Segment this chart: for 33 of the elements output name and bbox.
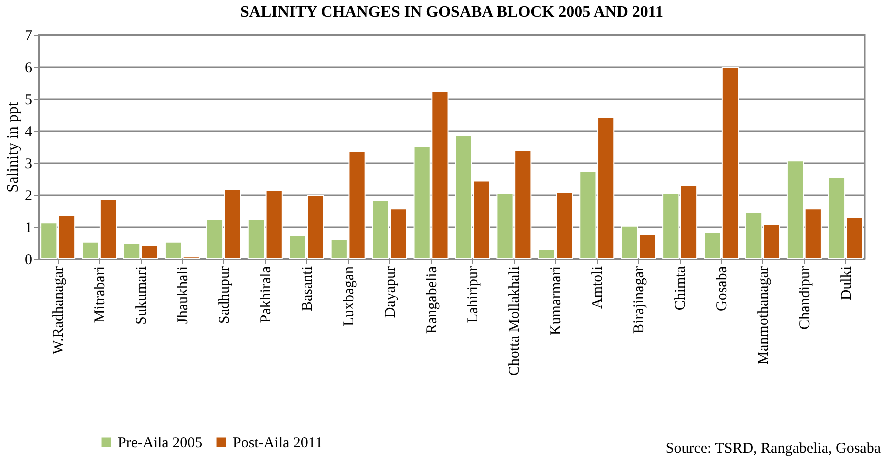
- y-tick-label: 7: [25, 28, 33, 44]
- x-tick-label: Chandipur: [797, 266, 814, 330]
- x-tick-label: Sukumari: [134, 266, 150, 325]
- x-tick-label: Dayapur: [382, 266, 399, 318]
- x-tick-label: Kumarmari: [548, 266, 565, 336]
- x-tick-label: Dulki: [838, 266, 855, 301]
- x-tick-label: Mitrabari: [92, 266, 109, 324]
- legend-label: Pre-Aila 2005: [118, 436, 203, 452]
- x-tick-label: Rangabelia: [424, 266, 440, 334]
- x-tick-label: Lahiripur: [466, 266, 482, 324]
- legend-label: Post-Aila 2011: [233, 436, 323, 452]
- x-tick-label: Sadhupur: [216, 266, 233, 324]
- x-tick-label: Chotta Mollakhali: [507, 266, 524, 376]
- x-tick-label: Amtoli: [590, 266, 606, 310]
- y-tick-label: 5: [25, 92, 32, 108]
- y-tick-label: 3: [25, 156, 32, 172]
- source-note: Source: TSRD, Rangabelia, Gosaba: [666, 441, 881, 458]
- x-tick-label: Jhaukhali: [175, 266, 192, 324]
- x-tick-label: W.Radhanagar: [51, 266, 68, 355]
- y-tick-label: 4: [25, 124, 33, 140]
- y-tick-label: 2: [25, 188, 32, 204]
- x-tick-label: Pakhirala: [258, 266, 274, 324]
- y-tick-label: 0: [25, 252, 32, 268]
- x-tick-label: Gosaba: [714, 266, 731, 312]
- x-tick-label: Basanti: [300, 266, 316, 312]
- x-tick-label: Manmothanagar: [756, 266, 772, 365]
- x-tick-label: Luxbagan: [341, 266, 358, 326]
- y-axis-title: Salinity in ppt: [5, 102, 22, 193]
- chart-title: SALINITY CHANGES IN GOSABA BLOCK 2005 AND 2011: [240, 4, 664, 21]
- x-tick-label: Chimta: [673, 266, 690, 311]
- x-tick-label: Birajinagar: [632, 266, 648, 334]
- y-tick-label: 1: [25, 220, 32, 236]
- y-tick-label: 6: [25, 60, 33, 76]
